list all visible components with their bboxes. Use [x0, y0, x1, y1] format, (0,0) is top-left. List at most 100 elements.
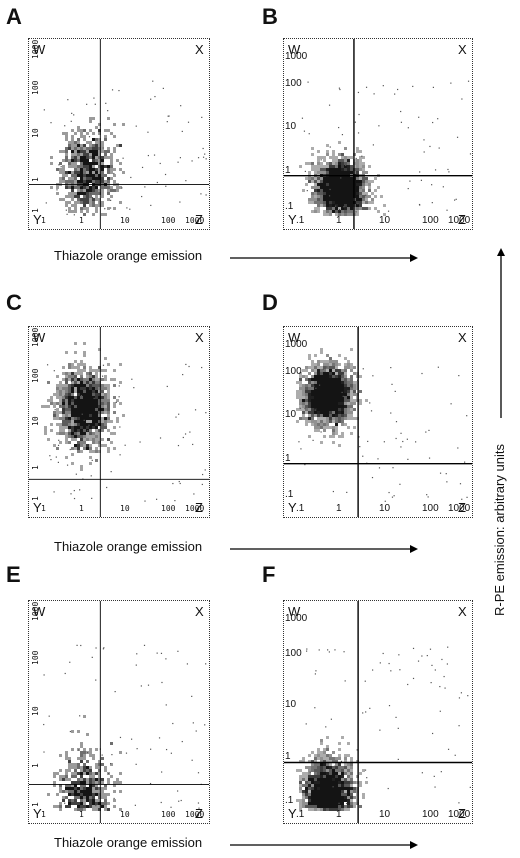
density-cell [344, 372, 347, 375]
density-cell [302, 757, 305, 760]
density-cell [320, 420, 323, 423]
density-cell [95, 402, 98, 405]
density-cell [92, 805, 95, 808]
density-cell [365, 171, 368, 174]
density-cell [350, 393, 353, 396]
density-cell [326, 144, 329, 147]
density-cell [113, 790, 116, 793]
scatter-dot [178, 413, 180, 415]
scatter-dot [431, 664, 433, 667]
scatter-dot [308, 133, 310, 135]
density-cell [341, 369, 344, 372]
scatter-dot [372, 669, 374, 671]
scatter-dot [77, 790, 79, 792]
density-cell [98, 405, 101, 408]
density-cell [98, 147, 101, 150]
density-cell [53, 414, 56, 417]
density-cell [56, 186, 59, 189]
density-cell [344, 366, 347, 369]
density-cell [317, 423, 320, 426]
density-cell [356, 204, 359, 207]
scatter-dot [79, 489, 81, 491]
density-cell [302, 772, 305, 775]
density-cell [338, 766, 341, 769]
density-cell [80, 423, 83, 426]
density-cell [308, 381, 311, 384]
density-cell [317, 405, 320, 408]
density-cell [344, 763, 347, 766]
density-cell [59, 384, 62, 387]
density-cell [89, 156, 92, 159]
density-cell [341, 153, 344, 156]
density-cell [311, 411, 314, 414]
density-cell [323, 772, 326, 775]
density-cell [308, 793, 311, 796]
density-cell [92, 132, 95, 135]
density-cell [92, 784, 95, 787]
scatter-dot [456, 136, 459, 138]
density-cell [335, 192, 338, 195]
density-cell [350, 411, 353, 414]
density-cell [356, 207, 359, 210]
density-cell [311, 781, 314, 784]
scatter-dot [390, 367, 392, 369]
density-cell [92, 393, 95, 396]
density-cell [74, 384, 77, 387]
density-cell [92, 165, 95, 168]
density-cell [95, 204, 98, 207]
density-cell [329, 420, 332, 423]
density-cell [59, 198, 62, 201]
density-cell [98, 123, 101, 126]
scatter-dot [407, 458, 409, 460]
quadrant-label-w: W [33, 330, 46, 345]
density-cell [80, 132, 83, 135]
density-cell [326, 396, 329, 399]
density-cell [110, 132, 113, 135]
scatter-dot [448, 171, 450, 173]
scatter-dot [91, 459, 93, 461]
density-cell [305, 393, 308, 396]
density-cell [353, 393, 356, 396]
density-cell [86, 393, 89, 396]
density-cell [101, 165, 104, 168]
density-cell [68, 763, 71, 766]
density-cell [95, 429, 98, 432]
density-cell [59, 168, 62, 171]
density-cell [323, 195, 326, 198]
density-cell [329, 417, 332, 420]
density-cell [335, 778, 338, 781]
scatter-dot [168, 115, 170, 117]
density-cell [341, 171, 344, 174]
scatter-dot [80, 394, 83, 397]
density-cell [68, 784, 71, 787]
density-cell [62, 778, 65, 781]
density-cell [326, 207, 329, 210]
density-cell [89, 180, 92, 183]
density-cell [377, 186, 380, 189]
density-cell [113, 781, 116, 784]
scatter-dot [73, 497, 76, 500]
density-cell [305, 378, 308, 381]
density-cell [332, 171, 335, 174]
density-cell [56, 772, 59, 775]
density-cell [332, 204, 335, 207]
density-cell [332, 168, 335, 171]
density-cell [80, 778, 83, 781]
density-cell [311, 766, 314, 769]
scatter-dot [301, 117, 304, 119]
density-cell [110, 378, 113, 381]
density-cell [104, 378, 107, 381]
density-cell [80, 390, 83, 393]
density-cell [338, 189, 341, 192]
density-cell [65, 796, 68, 799]
quadrant-label-z: Z [195, 212, 203, 227]
density-cell [326, 201, 329, 204]
scatter-dot [205, 412, 207, 414]
density-cell [65, 426, 68, 429]
density-cell [95, 189, 98, 192]
density-cell [77, 201, 80, 204]
density-cell [338, 757, 341, 760]
scatter-dot [429, 648, 432, 650]
density-cell [65, 390, 68, 393]
density-cell [347, 766, 350, 769]
